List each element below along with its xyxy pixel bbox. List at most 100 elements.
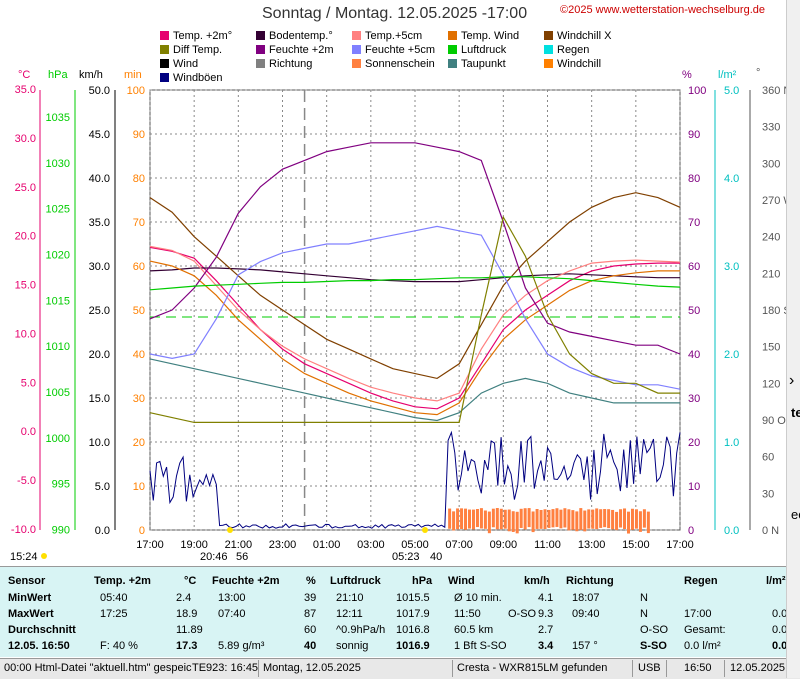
scroll-right-icon[interactable]: › [789, 372, 794, 390]
sunshine-bar [532, 511, 535, 532]
temp-val: 11.89 [176, 624, 203, 636]
stats-panel: Sensor Temp. +2m °C Feuchte +2m% Luftdruck hP… [0, 566, 790, 657]
tick-dir: 90 O [762, 415, 786, 427]
temp-time: F: 40 % [100, 640, 138, 652]
richtung-time: 157 ° [572, 640, 598, 652]
sunshine-bar [551, 509, 554, 527]
tick-temp: 10.0 [15, 328, 36, 340]
axis-unit-kmh: km/h [79, 69, 103, 81]
tick-time: 09:00 [490, 539, 518, 551]
axis-unit-dir: ° [756, 67, 760, 79]
sunshine-bar [504, 510, 507, 529]
sunshine-bar [520, 509, 523, 528]
tick-kmh: 20.0 [89, 349, 110, 361]
tick-pct: 10 [688, 481, 700, 493]
tick-min: 30 [133, 393, 145, 405]
tick-temp: 30.0 [15, 133, 36, 145]
tick-dir: 30 [762, 488, 774, 500]
sunshine-bar [579, 508, 582, 530]
feuchte-val: 87 [304, 608, 316, 620]
tick-pct: 90 [688, 129, 700, 141]
hdr-regen: Regen [684, 575, 718, 587]
axis-unit-temp: °C [18, 69, 30, 81]
tick-time: 15:00 [622, 539, 650, 551]
tick-hpa: 1020 [46, 250, 70, 262]
wind-label: 60.5 km [454, 624, 493, 636]
tick-min: 0 [139, 525, 145, 537]
tick-pct: 60 [688, 261, 700, 273]
tick-time: 05:00 [401, 539, 429, 551]
richtung-val: O-SO [640, 624, 668, 636]
tick-hpa: 1010 [46, 341, 70, 353]
tick-kmh: 25.0 [89, 305, 110, 317]
luft-time: 12:11 [336, 608, 363, 620]
feuchte-time: 13:00 [218, 592, 246, 604]
tick-pct: 20 [688, 437, 700, 449]
sunshine-bar [468, 510, 471, 529]
axis-unit-hpa: hPa [48, 69, 68, 81]
sunshine-bar [540, 510, 543, 529]
tick-dir: 150 [762, 342, 780, 354]
regen-time: 0.0 l/m² [684, 640, 721, 652]
status-time: 16:50 [684, 662, 712, 674]
hdr-temp: Temp. +2m [94, 575, 151, 587]
tick-time: 13:00 [578, 539, 606, 551]
temp-val: 17.3 [176, 640, 197, 652]
regen-time: Gesamt: [684, 624, 726, 636]
tick-min: 20 [133, 437, 145, 449]
tick-rain: 2.0 [724, 349, 739, 361]
tick-time: 17:00 [136, 539, 164, 551]
richtung-val: N [640, 592, 648, 604]
tick-kmh: 50.0 [89, 85, 110, 97]
sunshine-bar [627, 512, 630, 534]
tick-temp: -5.0 [17, 475, 36, 487]
temp-val: 2.4 [176, 592, 191, 604]
feuchte-val: 39 [304, 592, 316, 604]
tick-temp: 0.0 [21, 426, 36, 438]
luft-val: 1016.9 [396, 640, 430, 652]
tick-min: 90 [133, 129, 145, 141]
tick-time: 17:00 [666, 539, 694, 551]
tick-hpa: 1030 [46, 158, 70, 170]
sunshine-bar [619, 509, 622, 527]
sunset-icon [227, 527, 233, 533]
tick-pct: 80 [688, 173, 700, 185]
wind-val: 9.3 [538, 608, 553, 620]
weather-chart: °C hPa km/h min% l/m² °35.030.025.020.015.010… [0, 0, 786, 566]
sunshine-bar [623, 508, 626, 529]
sunshine-bar [603, 509, 606, 527]
tick-kmh: 30.0 [89, 261, 110, 273]
luft-time: ^0.9hPa/h [336, 624, 385, 636]
tick-min: 80 [133, 173, 145, 185]
hdr-regen-unit: l/m² [766, 575, 786, 587]
hdr-luft-unit: hPa [412, 575, 432, 587]
sunshine-bar [488, 512, 491, 534]
sunshine-bar [524, 508, 527, 529]
richtung-time: 09:40 [572, 608, 600, 620]
tick-temp: 20.0 [15, 231, 36, 243]
sunshine-bar [643, 509, 646, 527]
richtung-time: 18:07 [572, 592, 600, 604]
sunshine-bar [639, 511, 642, 532]
edge-text-b: ee [791, 507, 800, 522]
tick-time: 03:00 [357, 539, 385, 551]
hdr-temp-unit: °C [184, 575, 196, 587]
tick-dir: 360 N [762, 85, 786, 97]
hdr-sensor: Sensor [8, 575, 45, 587]
tick-rain: 5.0 [724, 85, 739, 97]
tick-min: 40 [133, 349, 145, 361]
wind-val: 3.4 [538, 640, 553, 652]
axis-unit-pct: % [682, 69, 692, 81]
tick-kmh: 15.0 [89, 393, 110, 405]
tick-kmh: 40.0 [89, 173, 110, 185]
tick-dir: 0 N [762, 525, 779, 537]
tick-dir: 270 W [762, 195, 786, 207]
tick-kmh: 35.0 [89, 217, 110, 229]
regen-time: 17:00 [684, 608, 712, 620]
tick-min: 10 [133, 481, 145, 493]
sunrise-icon [422, 527, 428, 533]
wind-label: 1 Bft S-SO [454, 640, 507, 652]
window-edge: › te ee [786, 0, 800, 678]
tick-kmh: 45.0 [89, 129, 110, 141]
feuchte-val: 40 [304, 640, 316, 652]
